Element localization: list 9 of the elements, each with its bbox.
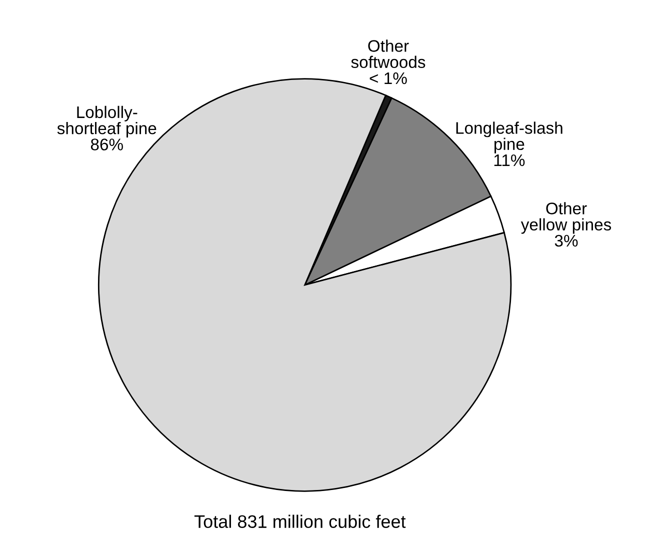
slice-label: Other softwoods [351,40,426,68]
data-label: 3% [554,234,578,247]
text: Total 831 million cubic feet [194,514,406,528]
slice-label: Longleaf-slash pine [456,122,562,154]
slice-label: Loblolly-shortleaf pine [57,106,156,138]
data-label: 86% [90,138,123,150]
slice-label: Other yellow pines [520,202,612,234]
data-label: < 1% [370,72,407,84]
data-label: 11% [494,154,525,166]
